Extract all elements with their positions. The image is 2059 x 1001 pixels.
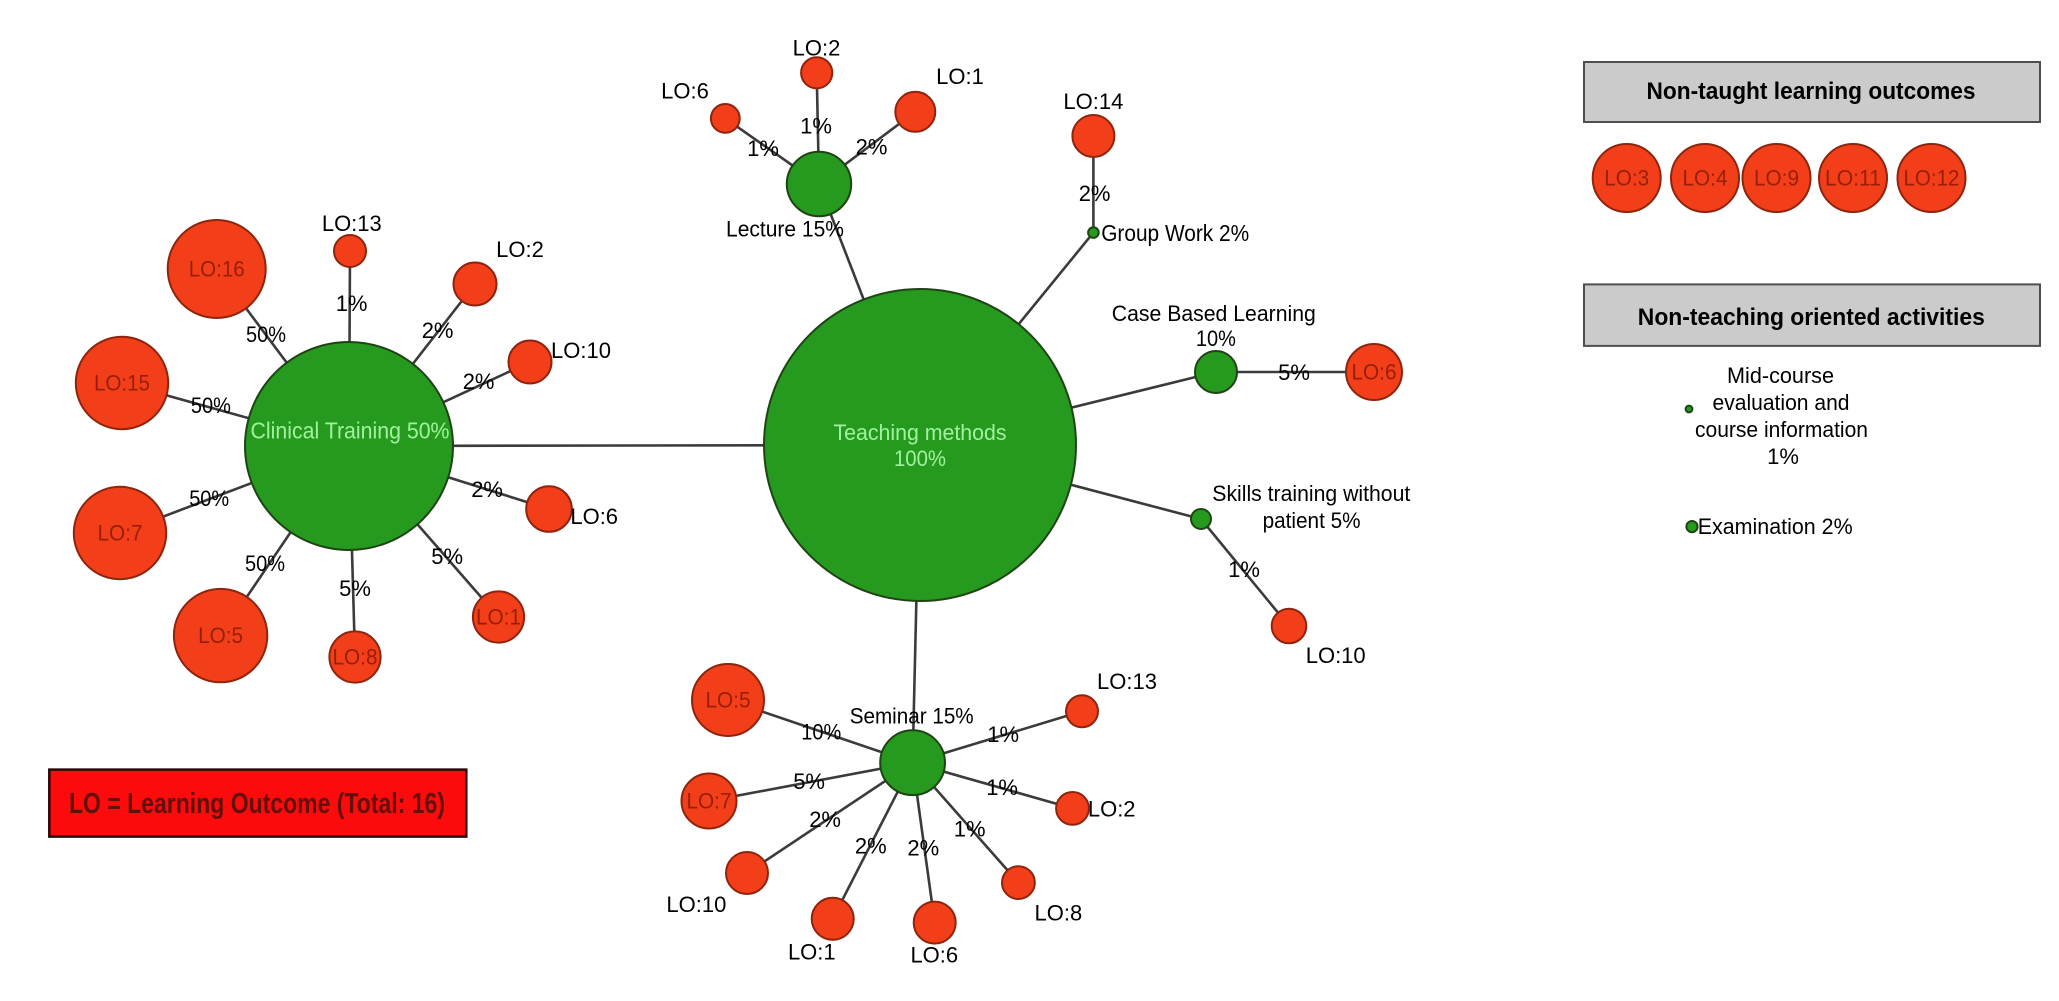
svg-text:LO:1: LO:1 [476, 605, 521, 630]
svg-text:2%: 2% [855, 834, 887, 859]
svg-text:LO:10: LO:10 [1306, 643, 1366, 668]
svg-text:LO:10: LO:10 [551, 338, 611, 363]
svg-text:LO:7: LO:7 [98, 521, 143, 546]
svg-text:5%: 5% [431, 544, 463, 569]
svg-text:50%: 50% [246, 322, 286, 347]
svg-text:LO:1: LO:1 [788, 940, 836, 965]
svg-text:1%: 1% [954, 817, 986, 842]
svg-text:1%: 1% [1767, 444, 1799, 469]
svg-text:5%: 5% [793, 769, 825, 794]
svg-text:10%: 10% [1196, 326, 1236, 351]
svg-text:LO:5: LO:5 [198, 623, 243, 648]
svg-text:LO:5: LO:5 [706, 688, 751, 713]
svg-text:2%: 2% [471, 477, 503, 502]
svg-text:Non-taught learning outcomes: Non-taught learning outcomes [1647, 78, 1976, 105]
svg-text:evaluation and: evaluation and [1713, 390, 1850, 415]
svg-text:1%: 1% [800, 113, 832, 138]
svg-text:LO:2: LO:2 [1088, 797, 1136, 822]
svg-text:2%: 2% [422, 318, 454, 343]
svg-text:Case Based Learning: Case Based Learning [1112, 301, 1316, 326]
svg-text:Teaching methods: Teaching methods [834, 420, 1007, 445]
svg-text:LO:7: LO:7 [687, 789, 732, 814]
svg-text:1%: 1% [1228, 557, 1260, 582]
svg-text:5%: 5% [339, 576, 371, 601]
svg-text:LO:4: LO:4 [1683, 166, 1728, 191]
svg-text:Seminar 15%: Seminar 15% [850, 704, 974, 729]
svg-text:LO:3: LO:3 [1604, 166, 1649, 191]
svg-text:1%: 1% [986, 775, 1018, 800]
svg-text:LO:6: LO:6 [1352, 360, 1397, 385]
svg-text:Group Work 2%: Group Work 2% [1101, 220, 1249, 246]
svg-text:Non-teaching oriented activiti: Non-teaching oriented activities [1638, 304, 1985, 331]
svg-text:2%: 2% [1079, 181, 1111, 206]
svg-text:Examination 2%: Examination 2% [1698, 514, 1853, 539]
svg-text:course information: course information [1695, 417, 1868, 442]
svg-text:LO:8: LO:8 [1035, 901, 1083, 926]
svg-text:LO:2: LO:2 [793, 35, 841, 60]
svg-text:patient 5%: patient 5% [1263, 508, 1361, 533]
svg-text:LO:13: LO:13 [1097, 669, 1157, 694]
svg-text:LO:12: LO:12 [1904, 166, 1960, 191]
svg-text:LO:14: LO:14 [1063, 89, 1123, 114]
svg-text:1%: 1% [336, 291, 368, 316]
svg-text:50%: 50% [191, 393, 231, 418]
svg-text:2%: 2% [463, 369, 495, 394]
svg-text:50%: 50% [245, 551, 285, 576]
svg-text:LO:6: LO:6 [661, 79, 709, 104]
svg-text:50%: 50% [189, 486, 229, 511]
svg-text:5%: 5% [1278, 360, 1310, 385]
svg-text:LO:6: LO:6 [910, 943, 958, 968]
svg-text:Clinical Training 50%: Clinical Training 50% [251, 418, 450, 444]
svg-text:Skills training without: Skills training without [1212, 481, 1410, 506]
svg-text:LO:2: LO:2 [496, 237, 544, 262]
svg-text:LO:9: LO:9 [1754, 166, 1799, 191]
svg-text:LO:1: LO:1 [936, 64, 984, 89]
svg-text:LO:6: LO:6 [570, 504, 618, 529]
svg-text:100%: 100% [894, 446, 946, 471]
svg-text:Mid-course: Mid-course [1727, 363, 1834, 388]
svg-text:1%: 1% [987, 722, 1019, 747]
svg-text:Lecture 15%: Lecture 15% [726, 217, 844, 242]
svg-text:LO:10: LO:10 [666, 892, 726, 917]
svg-text:2%: 2% [856, 135, 888, 160]
svg-text:LO:16: LO:16 [189, 257, 245, 282]
svg-text:2%: 2% [809, 807, 841, 832]
svg-text:LO:11: LO:11 [1825, 166, 1881, 191]
svg-text:LO:15: LO:15 [94, 371, 150, 396]
svg-text:2%: 2% [907, 836, 939, 861]
svg-text:10%: 10% [801, 720, 841, 745]
svg-text:LO:13: LO:13 [322, 211, 382, 236]
svg-text:1%: 1% [747, 136, 779, 161]
svg-text:LO:8: LO:8 [333, 645, 378, 670]
svg-text:LO = Learning Outcome (Total:: LO = Learning Outcome (Total: 16) [69, 788, 445, 820]
